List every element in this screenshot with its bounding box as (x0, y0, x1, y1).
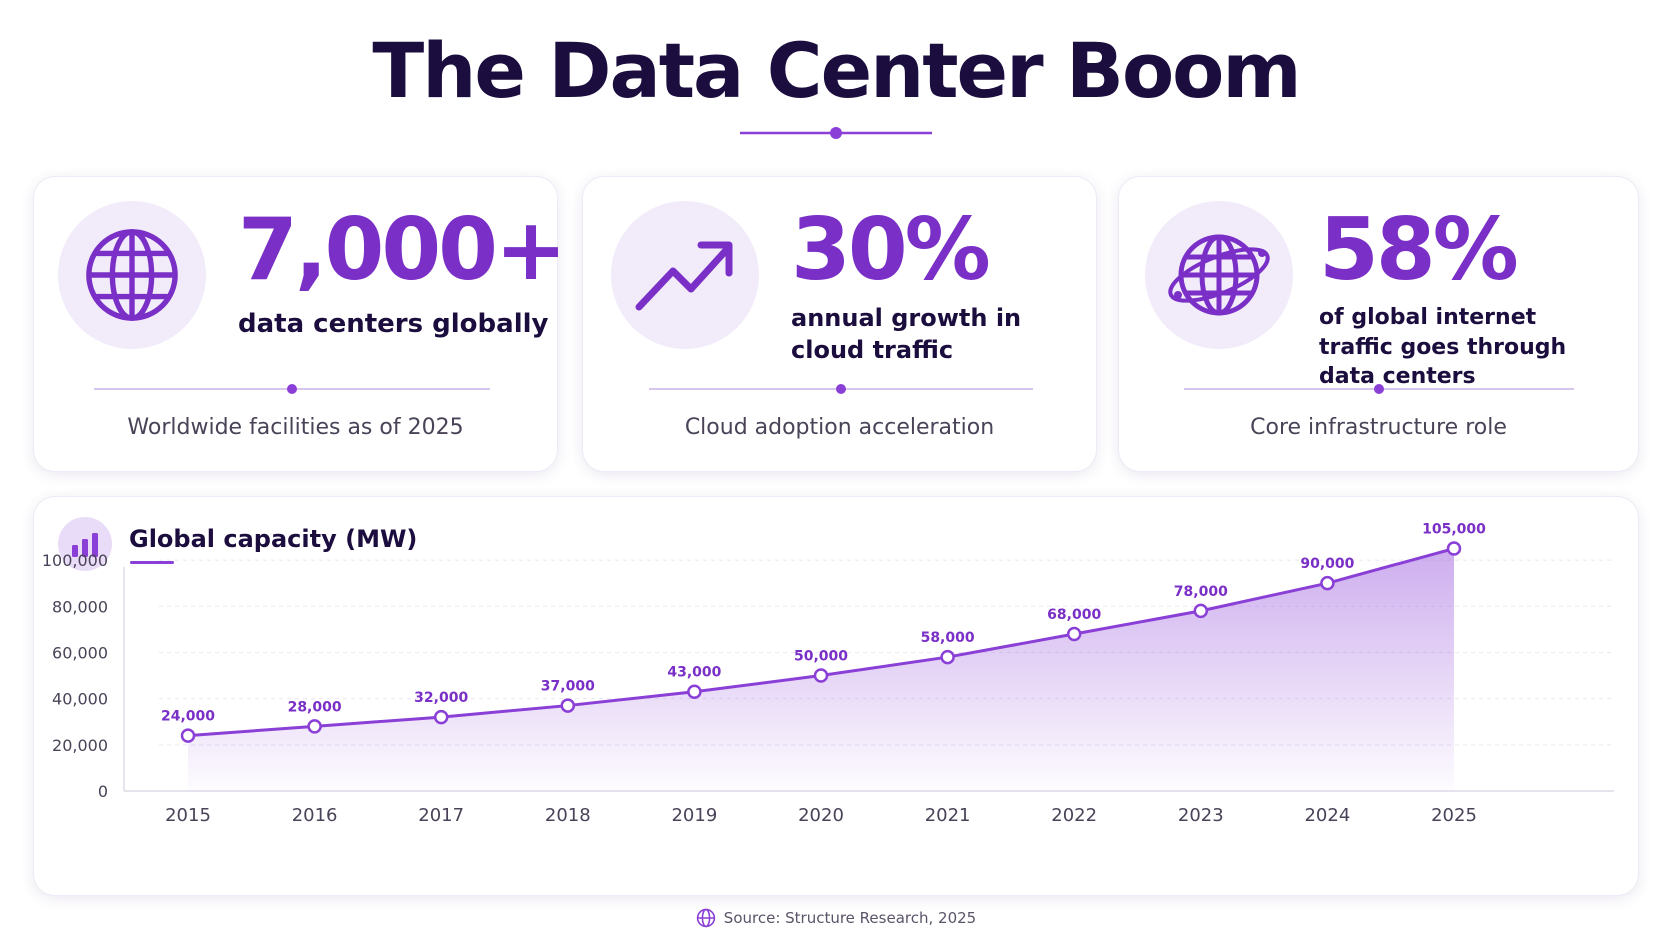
data-point (940, 649, 955, 665)
title-divider (740, 127, 932, 139)
x-tick-label: 2023 (1178, 805, 1224, 826)
bar-chart-icon (58, 517, 112, 571)
capacity-area-chart: 0 20,000 40,000 60,000 80,000 100,000 24,000 20… (42, 522, 1614, 826)
data-label: 37,000 (541, 679, 595, 695)
x-tick-label: 2024 (1304, 805, 1350, 826)
stat-description: annual growth in cloud traffic (791, 304, 1022, 365)
card-divider (1184, 384, 1574, 394)
stat-caption: Worldwide facilities as of 2025 (127, 415, 464, 440)
data-label: 24,000 (161, 709, 215, 725)
x-tick-label: 2017 (418, 805, 464, 826)
x-tick-label: 2022 (1051, 805, 1097, 826)
stat-description: data centers globally (238, 309, 549, 339)
source-text: Source: Structure Research, 2025 (723, 909, 977, 927)
data-label: 68,000 (1047, 607, 1101, 623)
data-point (560, 698, 576, 713)
data-point (180, 728, 196, 743)
data-point (1193, 603, 1209, 619)
stat-card-data-centers: 7,000+ data centers globally Worldwide f… (33, 176, 567, 472)
y-tick-label: 20,000 (52, 736, 108, 755)
stat-card-internet-traffic: 58% of global internet traffic goes thro… (1118, 176, 1639, 472)
y-tick-label: 60,000 (52, 643, 108, 662)
x-tick-label: 2015 (165, 805, 211, 826)
stat-caption: Core infrastructure role (1250, 415, 1507, 440)
y-tick-label: 100,000 (42, 551, 108, 570)
data-label: 78,000 (1174, 584, 1228, 600)
data-label: 50,000 (794, 649, 848, 665)
globe-icon (58, 201, 206, 349)
data-point (687, 684, 702, 699)
source-footer: Source: Structure Research, 2025 (0, 908, 1672, 928)
x-tick-label: 2020 (798, 805, 844, 826)
x-tick-label: 2018 (545, 805, 591, 826)
data-label: 58,000 (921, 630, 975, 646)
y-tick-label: 0 (98, 782, 108, 801)
stat-description: of global internet traffic goes through … (1319, 305, 1567, 390)
x-tick-label: 2021 (925, 805, 971, 826)
card-divider (649, 384, 1033, 394)
page-title: The Data Center Boom (372, 26, 1301, 115)
stat-value: 30% (791, 200, 991, 300)
capacity-chart-panel: Global capacity (MW) 0 20,000 40,000 60,000… (33, 496, 1639, 896)
area-fill (188, 548, 1454, 791)
data-point (813, 668, 829, 683)
y-tick-label: 40,000 (52, 690, 108, 709)
data-label: 43,000 (667, 665, 721, 681)
data-point (1066, 626, 1082, 642)
data-point (433, 709, 449, 725)
data-label: 105,000 (1422, 522, 1486, 538)
chart-title-underline (130, 561, 174, 564)
trend-up-icon (611, 201, 759, 349)
data-point (1320, 575, 1335, 591)
y-tick-label: 80,000 (52, 597, 108, 616)
x-tick-label: 2025 (1431, 805, 1477, 826)
data-label: 32,000 (414, 690, 468, 706)
globe-orbit-icon (1145, 201, 1293, 349)
stat-value: 7,000+ (238, 200, 567, 300)
data-label: 90,000 (1300, 556, 1354, 572)
globe-icon (696, 908, 715, 928)
x-tick-label: 2019 (671, 805, 717, 826)
stat-card-cloud-growth: 30% annual growth in cloud traffic Cloud… (582, 176, 1097, 472)
stat-value: 58% (1319, 200, 1519, 300)
card-divider (94, 384, 490, 394)
data-point (307, 719, 322, 734)
data-point (1446, 541, 1462, 556)
chart-title: Global capacity (MW) (129, 525, 418, 553)
data-label: 28,000 (288, 699, 342, 715)
stat-caption: Cloud adoption acceleration (684, 415, 995, 440)
x-tick-label: 2016 (292, 805, 338, 826)
